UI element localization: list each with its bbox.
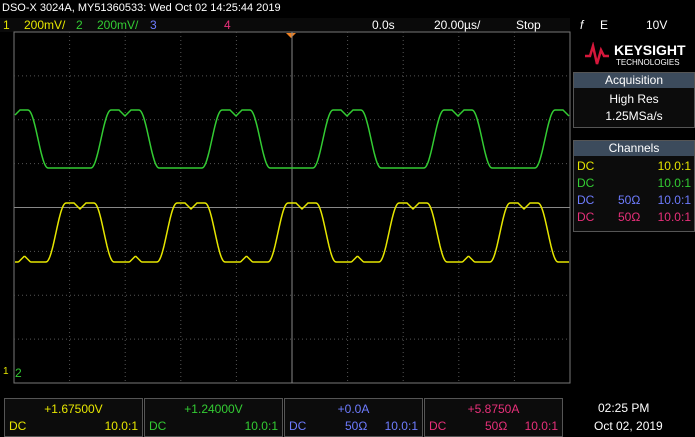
run-state: Stop [516,18,541,32]
ch-probe: 10.0:1 [104,419,138,433]
ch-offset: +5.8750A [467,402,520,416]
channel-box: +1.67500V DC 10.0:1 [4,398,143,437]
ch-impedance: 50Ω [618,210,641,224]
acquisition-box: Acquisition High Res 1.25MSa/s [573,72,695,128]
ch-probe: 10.0:1 [657,210,691,224]
time-position: 0.0s [372,18,395,32]
ch-impedance: 50Ω [345,419,368,433]
ch-probe: 10.0:1 [244,419,278,433]
ch-offset: +0.0A [337,402,370,416]
ch-number: 2 [76,18,83,32]
ch-coupling: DC [577,176,595,190]
ch-offset: +1.24000V [184,402,243,416]
status-bar [0,18,570,32]
acq-mode: High Res [609,92,659,106]
brand: KEYSIGHT [614,42,686,58]
title: DSO-X 3024A, MY51360533: Wed Oct 02 14:2… [2,2,281,14]
graticule [13,31,571,384]
brand-sub: TECHNOLOGIES [616,58,680,67]
trace-ch1 [15,202,569,263]
ground-marker: 2 [15,366,22,380]
trigger-source: E [600,18,609,32]
ch-probe: 10.0:1 [384,419,418,433]
ch-probe: 10.0:1 [657,176,691,190]
trigger-slope: f [580,18,584,32]
channels-title: Channels [574,141,694,156]
trigger-level: 10V [646,18,668,32]
ground-marker: 1 [3,366,9,377]
ch-number: 4 [224,18,231,32]
ch-coupling: DC [577,159,595,173]
ch-probe: 10.0:1 [657,159,691,173]
clock-date: Oct 02, 2019 [594,419,663,433]
ch-coupling: DC [149,419,167,433]
clock-time: 02:25 PM [598,401,650,415]
ch-offset: +1.67500V [44,402,103,416]
channel-box: +5.8750A DC 50Ω 10.0:1 [424,398,563,437]
ch-scale: 200mV/ [24,18,66,32]
ch-coupling: DC [577,210,595,224]
trace-ch2 [14,109,570,169]
ch-number: 1 [3,18,10,32]
acquisition-title: Acquisition [574,73,694,88]
logo: KEYSIGHT TECHNOLOGIES [576,40,694,70]
ch-coupling: DC [429,419,447,433]
ch-coupling: DC [577,193,595,207]
trigger-marker [286,33,296,38]
ch-probe: 10.0:1 [657,193,691,207]
ch-scale: 200mV/ [97,18,139,32]
logo-icon [585,42,609,65]
channel-box: +0.0A DC 50Ω 10.0:1 [284,398,423,437]
ch-coupling: DC [289,419,307,433]
ch-probe: 10.0:1 [524,419,558,433]
ch-number: 3 [150,18,157,32]
ch-impedance: 50Ω [485,419,508,433]
ch-impedance: 50Ω [618,193,641,207]
ch-coupling: DC [9,419,27,433]
channels-box: Channels DC 10.0:1 DC 10.0:1 DC 50Ω 10.0:1 DC 50… [573,140,695,232]
channel-box: +1.24000V DC 10.0:1 [144,398,283,437]
acq-rate: 1.25MSa/s [605,109,663,123]
time-scale: 20.00µs/ [434,18,481,32]
